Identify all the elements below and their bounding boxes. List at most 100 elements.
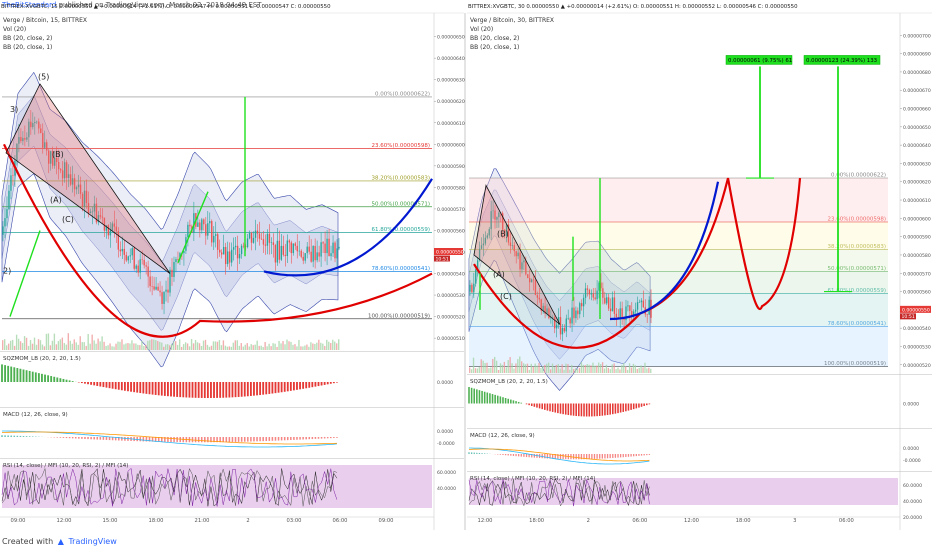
candle-body [260, 238, 263, 240]
handle-curve [263, 178, 433, 277]
volume-bar [634, 365, 637, 373]
candle-body [34, 122, 36, 124]
candle-body [478, 248, 481, 261]
ohlc-readout: BITTREX:XVGBTC, 15 0.00000550 ▲ +0.00000… [1, 4, 331, 10]
author-link[interactable]: TheBitStandard [2, 1, 57, 9]
indicator-title: RSI (14, close) / MFI (10, 20, RSI, 2) /… [470, 476, 595, 482]
candle-body [492, 210, 494, 212]
price-tick-label: 0.00000520 [437, 315, 465, 321]
price-tick-label: 0.00000570 [903, 271, 931, 277]
candle-body [324, 243, 326, 254]
volume-bar [551, 363, 554, 373]
volume-bar [186, 343, 189, 350]
candle-body [175, 259, 177, 263]
volume-bar [615, 369, 617, 373]
time-tick-label: 12:00 [478, 518, 493, 524]
candle-body [262, 239, 265, 245]
volume-bar [13, 345, 16, 350]
volume-bar [511, 363, 513, 373]
candle-body [498, 212, 500, 218]
volume-bar [167, 344, 169, 350]
macd-signal-line [1, 431, 337, 445]
volume-bar [320, 342, 322, 350]
candle-body [266, 233, 269, 246]
candle-body [147, 266, 149, 277]
candle-body [602, 288, 604, 298]
volume-bar [607, 367, 610, 373]
candle-body [582, 297, 585, 307]
candle-body [238, 254, 241, 259]
last-price-tag [900, 305, 931, 313]
fib-level-label: 50.00%(0.00000571) [371, 201, 430, 207]
volume-bar [61, 337, 64, 350]
last-price-label: 0.00000550 [436, 250, 464, 256]
tradingview-brand-link[interactable]: TradingView [68, 537, 117, 546]
macd-signal-line [468, 448, 650, 462]
volume-bar [115, 343, 117, 350]
volume-bar [294, 344, 296, 350]
candle-body [527, 274, 529, 279]
fib-level-label: 23.60%(0.00000598) [371, 143, 430, 149]
time-tick-label: 06:00 [333, 518, 348, 524]
volume-bar [45, 333, 48, 350]
volume-bar [232, 342, 235, 350]
candle-body [264, 244, 267, 246]
pane-title: BB (20, close, 2) [3, 35, 52, 42]
candle-body [26, 137, 28, 140]
candle-body [167, 289, 169, 293]
volume-bar [107, 345, 109, 350]
volume-bar [292, 344, 294, 350]
volume-bar [324, 346, 326, 350]
volume-bar [282, 341, 284, 350]
candle-body [288, 240, 290, 243]
volume-bar [630, 367, 633, 373]
volume-bar [486, 362, 488, 373]
candle-body [199, 222, 201, 231]
candle-body [256, 230, 259, 234]
volume-bar [111, 346, 113, 350]
candle-body [65, 162, 68, 178]
wedge-triangle [5, 83, 171, 274]
volume-bar [11, 339, 14, 350]
price-tick-label: 0.00000580 [903, 253, 931, 259]
candle-body [268, 233, 271, 243]
wave-label: (A) [493, 270, 505, 279]
price-tick-label: 0.00000620 [903, 180, 931, 186]
volume-bar [584, 365, 586, 373]
volume-bar [256, 340, 258, 350]
volume-bar [89, 343, 91, 350]
volume-bar [184, 342, 187, 350]
candle-body [113, 223, 116, 227]
candle-body [509, 242, 512, 246]
time-tick-label: 3 [793, 518, 796, 524]
candle-body [224, 246, 227, 265]
volume-bar [549, 369, 552, 373]
time-tick-label: 09:00 [379, 518, 394, 524]
volume-bar [165, 344, 167, 350]
candle-body [133, 248, 135, 269]
candle-body [290, 242, 292, 254]
bollinger-band-2 [468, 168, 651, 391]
volume-bar [290, 341, 292, 350]
candle-body [8, 190, 10, 210]
candle-body [242, 245, 245, 247]
volume-bar [39, 340, 42, 350]
volume-bar [47, 333, 50, 350]
volume-bar [611, 364, 613, 373]
candle-body [12, 175, 14, 176]
candle-body [193, 213, 195, 233]
candle-body [228, 251, 231, 263]
volume-bar [522, 363, 525, 373]
volume-bar [250, 344, 252, 350]
price-tick-label: 0.00000600 [437, 142, 465, 148]
volume-bar [79, 336, 81, 350]
candle-body [197, 222, 199, 227]
candle-body [328, 238, 330, 257]
volume-bar [127, 343, 129, 350]
volume-bar [143, 345, 145, 350]
rsi-band [2, 465, 432, 508]
candle-body [139, 259, 141, 273]
target-badge [725, 55, 793, 65]
cup-curve [473, 177, 802, 349]
